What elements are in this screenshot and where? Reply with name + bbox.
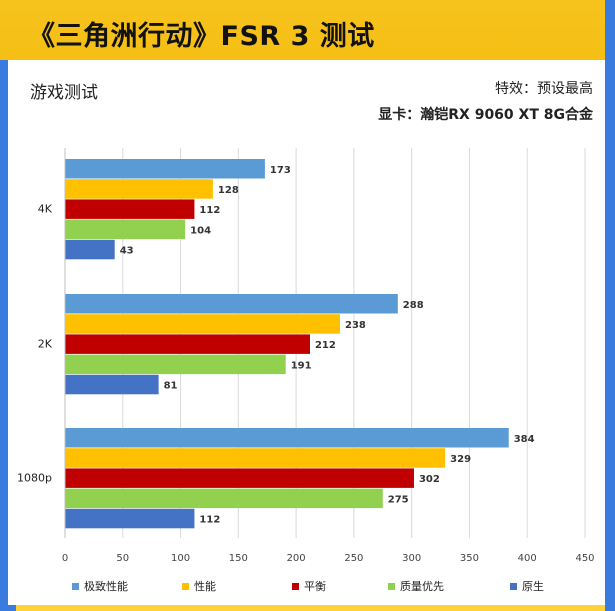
bar [65,354,286,375]
data-label: 384 [514,434,535,445]
x-tick-label: 350 [460,553,479,564]
x-tick-label: 200 [287,553,306,564]
legend-swatch [182,582,189,590]
bar [65,334,310,354]
x-tick-label: 50 [116,553,129,564]
data-label: 212 [315,340,336,351]
data-label: 302 [419,474,440,485]
frame-accent-right [605,0,615,611]
category-label: 4K [38,203,53,216]
data-label: 81 [164,381,178,392]
bar [65,508,195,529]
x-tick-label: 300 [402,553,421,564]
data-label: 173 [270,165,291,176]
main-title: 《三角洲行动》FSR 3 测试 [28,21,375,52]
bar [65,219,186,240]
bar [65,199,195,219]
x-tick-label: 100 [171,553,190,564]
data-label: 238 [345,320,366,331]
data-label: 288 [403,300,424,311]
category-label: 2K [38,338,53,351]
legend-label: 性能 [194,580,216,593]
legend-item: 原生 [510,578,544,594]
bar [65,374,159,395]
x-tick-label: 150 [229,553,248,564]
legend-item: 质量优先 [388,578,444,594]
data-label: 43 [120,246,134,257]
data-label: 275 [388,494,409,505]
chart-subtitle: 游戏测试 [30,83,98,103]
category-label: 1080p [17,472,52,485]
x-tick-label: 250 [344,553,363,564]
legend-item: 极致性能 [72,578,128,594]
legend-label: 极致性能 [84,580,128,593]
bar [65,314,341,334]
legend-swatch [72,582,79,590]
legend-label: 平衡 [304,580,326,593]
data-label: 191 [291,360,312,371]
bar [65,488,383,509]
meta-effect: 特效：预设最高 [495,81,593,97]
bar [65,239,115,260]
data-label: 329 [450,454,471,465]
data-label: 128 [218,185,239,196]
legend-label: 质量优先 [400,580,444,593]
data-label: 104 [190,225,211,236]
legend-item: 平衡 [292,578,326,594]
legend-swatch [388,582,395,590]
data-label: 112 [199,515,220,526]
bar [65,179,213,199]
bar [65,428,509,448]
bar [65,294,398,314]
bar [65,448,446,468]
legend-item: 性能 [182,578,216,594]
x-tick-label: 0 [62,553,68,564]
bar [65,468,414,488]
data-label: 112 [199,205,220,216]
chart-legend: 极致性能 性能 平衡 质量优先 原生 [72,578,602,596]
x-tick-label: 400 [518,553,537,564]
legend-swatch [510,582,517,590]
bar [65,159,265,179]
legend-swatch [292,582,299,590]
x-tick-label: 450 [575,553,594,564]
legend-label: 原生 [522,580,544,593]
meta-gpu: 显卡：瀚铠RX 9060 XT 8G合金 [378,107,593,123]
